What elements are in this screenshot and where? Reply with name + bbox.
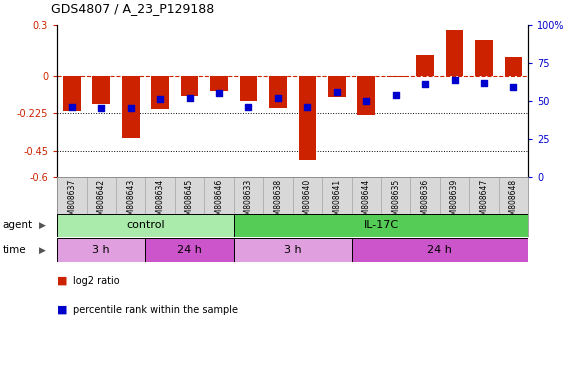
Text: GSM808635: GSM808635	[391, 179, 400, 225]
Bar	[322, 177, 352, 236]
Point	[480, 79, 489, 86]
Text: GSM808641: GSM808641	[332, 179, 341, 225]
Point	[332, 89, 341, 95]
Bar	[263, 177, 292, 236]
Bar	[57, 238, 146, 262]
Text: GDS4807 / A_23_P129188: GDS4807 / A_23_P129188	[51, 2, 215, 15]
Text: GSM808633: GSM808633	[244, 179, 253, 225]
Text: GSM808634: GSM808634	[156, 179, 164, 225]
Point	[96, 105, 106, 111]
Bar	[116, 177, 146, 236]
Text: GSM808646: GSM808646	[215, 179, 223, 225]
Bar	[146, 177, 175, 236]
Text: ▶: ▶	[39, 246, 46, 255]
Text: GSM808636: GSM808636	[421, 179, 429, 225]
Text: GSM808642: GSM808642	[96, 179, 106, 225]
Bar	[357, 76, 375, 115]
Point	[303, 104, 312, 110]
Text: ■: ■	[57, 276, 67, 286]
Bar	[181, 76, 199, 96]
Point	[421, 81, 430, 87]
Bar	[446, 30, 464, 76]
Bar	[234, 177, 263, 236]
Text: GSM808643: GSM808643	[126, 179, 135, 225]
Text: percentile rank within the sample: percentile rank within the sample	[73, 305, 238, 314]
Bar	[416, 55, 434, 76]
Bar	[387, 76, 404, 77]
Point	[244, 104, 253, 110]
Bar	[87, 177, 116, 236]
Point	[67, 104, 77, 110]
Text: IL-17C: IL-17C	[363, 220, 399, 230]
Text: time: time	[3, 245, 26, 255]
Bar	[210, 76, 228, 91]
Text: 3 h: 3 h	[93, 245, 110, 255]
Bar	[175, 177, 204, 236]
Text: 24 h: 24 h	[177, 245, 202, 255]
Point	[361, 98, 371, 104]
Bar	[505, 57, 522, 76]
Bar	[63, 76, 81, 111]
Text: GSM808648: GSM808648	[509, 179, 518, 225]
Text: ▶: ▶	[39, 221, 46, 230]
Text: ■: ■	[57, 305, 67, 314]
Point	[185, 95, 194, 101]
Text: GSM808637: GSM808637	[67, 179, 77, 225]
Bar	[146, 238, 234, 262]
Text: control: control	[126, 220, 165, 230]
Bar	[440, 177, 469, 236]
Bar	[57, 214, 234, 237]
Bar	[57, 177, 87, 236]
Bar	[234, 238, 352, 262]
Bar	[299, 76, 316, 160]
Text: GSM808638: GSM808638	[274, 179, 283, 225]
Bar	[498, 177, 528, 236]
Bar	[381, 177, 411, 236]
Text: log2 ratio: log2 ratio	[73, 276, 120, 286]
Bar	[352, 238, 528, 262]
Bar	[234, 214, 528, 237]
Bar	[122, 76, 139, 138]
Bar	[328, 76, 345, 98]
Bar	[240, 76, 258, 101]
Text: GSM808644: GSM808644	[362, 179, 371, 225]
Text: GSM808645: GSM808645	[185, 179, 194, 225]
Bar	[475, 40, 493, 76]
Bar	[352, 177, 381, 236]
Text: GSM808640: GSM808640	[303, 179, 312, 225]
Bar	[93, 76, 110, 104]
Point	[274, 95, 283, 101]
Text: agent: agent	[3, 220, 33, 230]
Text: 3 h: 3 h	[284, 245, 301, 255]
Point	[126, 105, 135, 111]
Point	[391, 92, 400, 98]
Bar	[411, 177, 440, 236]
Point	[215, 90, 224, 96]
Bar	[151, 76, 169, 109]
Bar	[293, 177, 322, 236]
Bar	[269, 76, 287, 108]
Text: GSM808647: GSM808647	[480, 179, 489, 225]
Text: 24 h: 24 h	[428, 245, 452, 255]
Point	[450, 76, 459, 83]
Bar	[204, 177, 234, 236]
Point	[155, 96, 164, 103]
Text: GSM808639: GSM808639	[450, 179, 459, 225]
Point	[509, 84, 518, 90]
Bar	[469, 177, 498, 236]
